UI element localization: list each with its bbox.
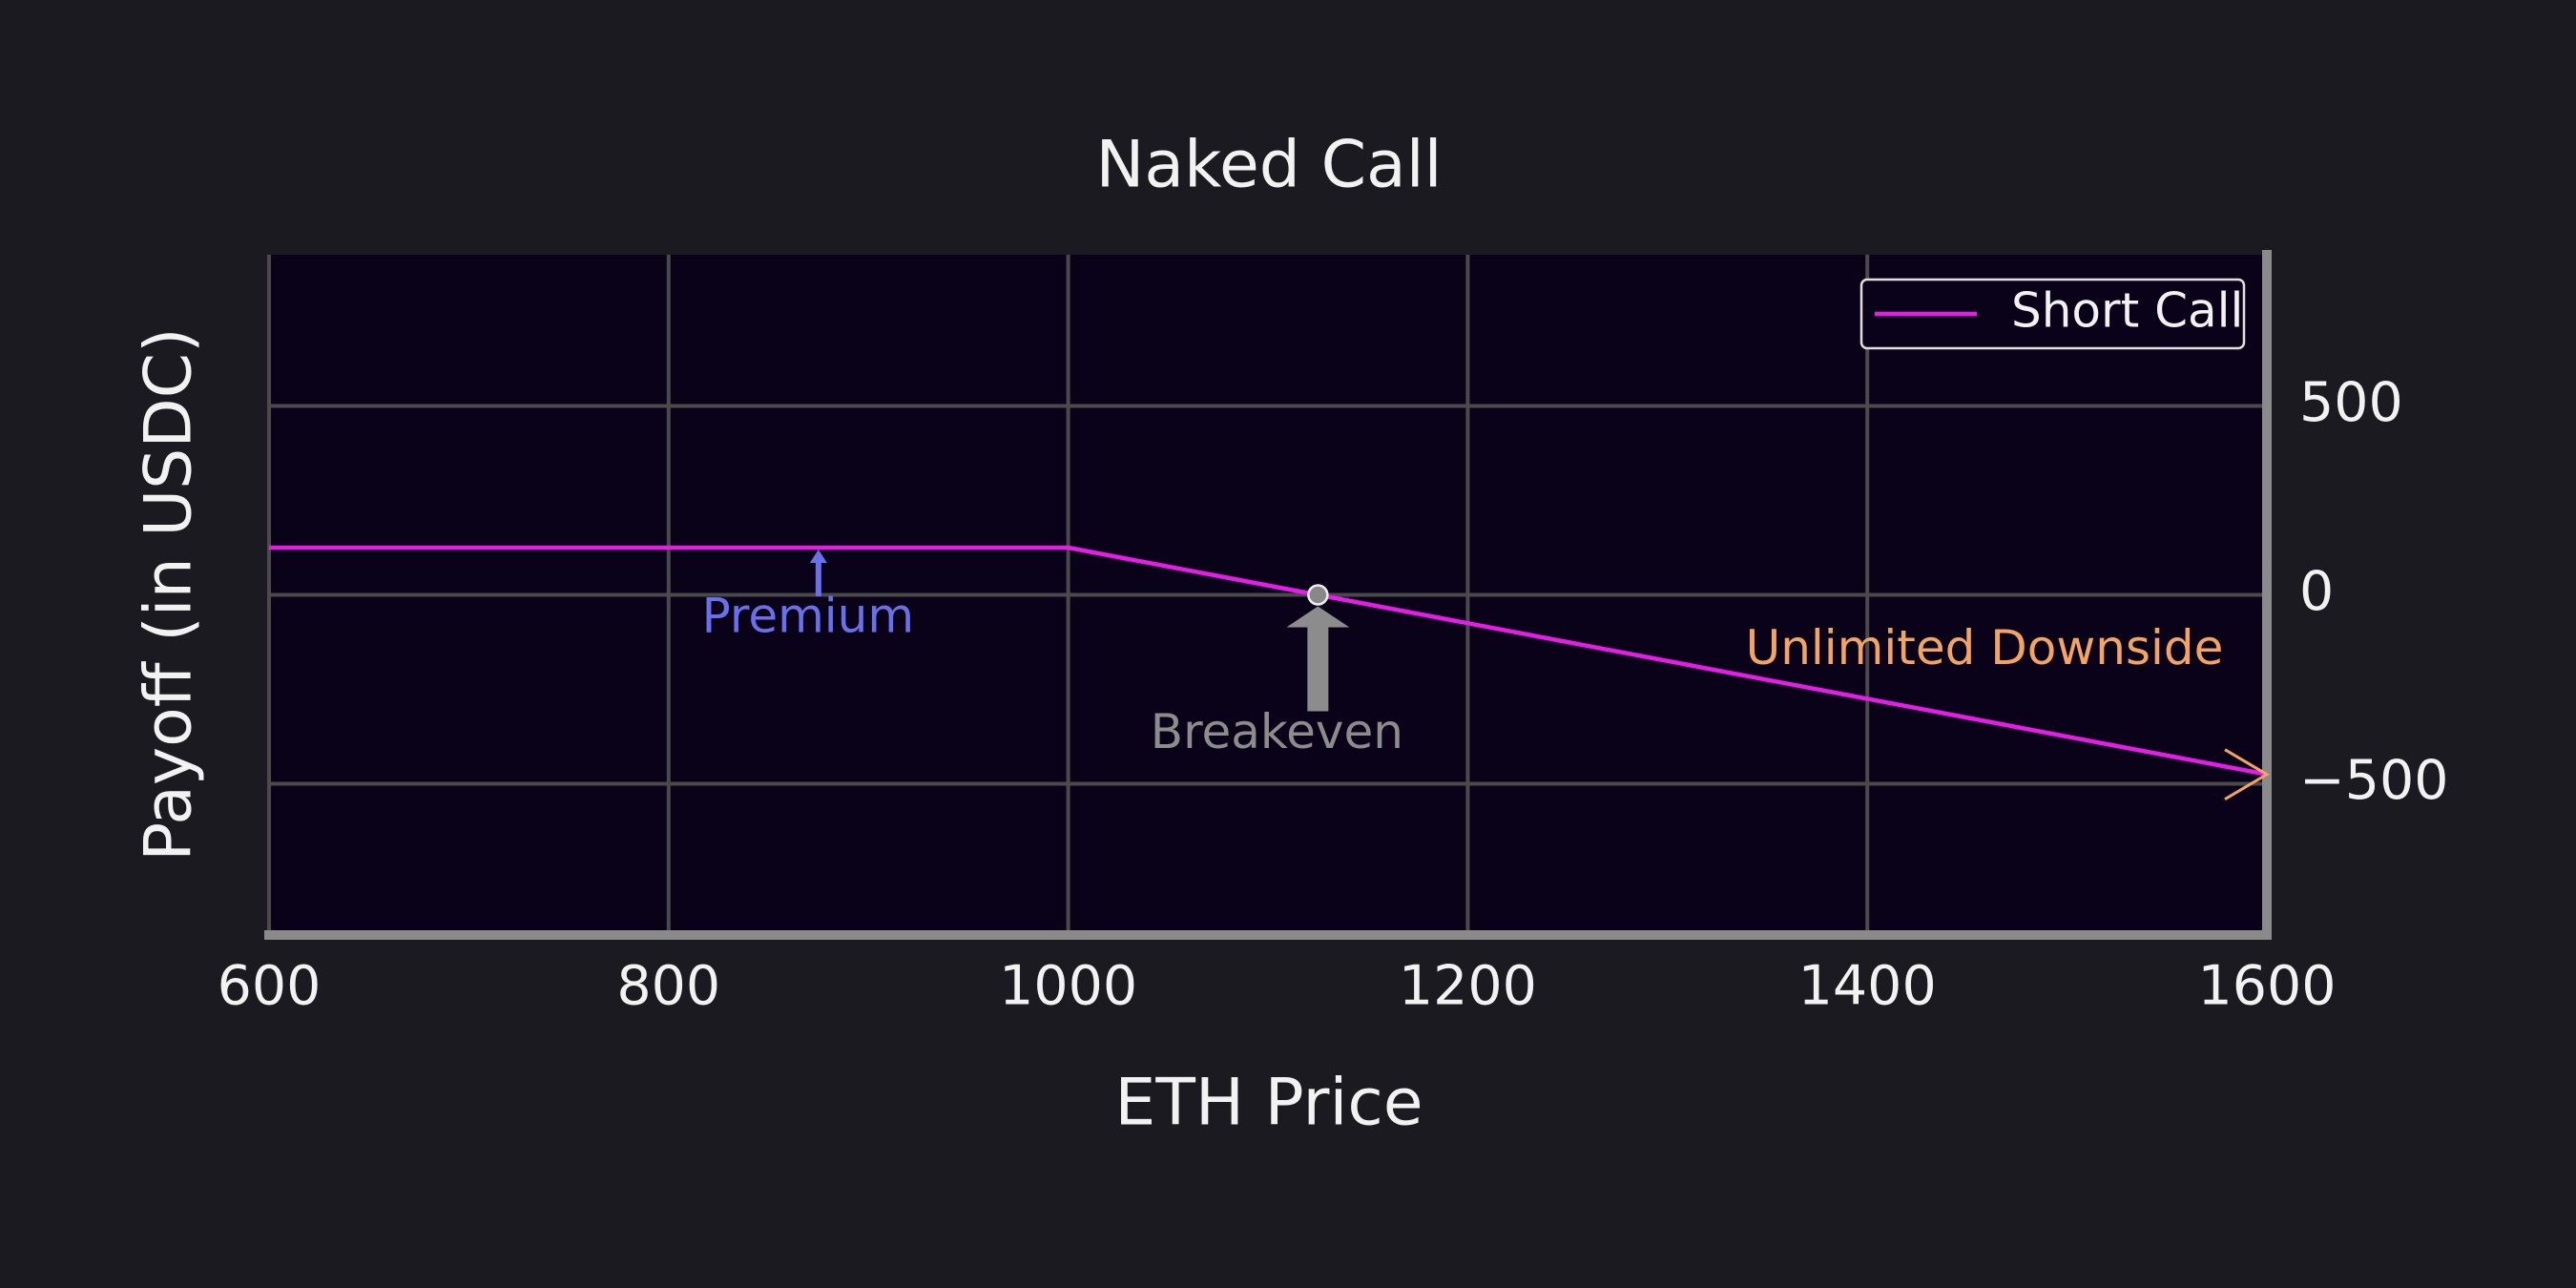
annotation-arrowhead: [1286, 606, 1350, 628]
x-tick-label: 1600: [2197, 955, 2336, 1018]
y-tick-label: 500: [2299, 371, 2403, 434]
y-tick-label: 0: [2299, 560, 2334, 623]
annotation-arrowhead: [2224, 748, 2270, 800]
annotation-label: Unlimited Downside: [1746, 620, 2224, 675]
annotation-label: Premium: [702, 588, 915, 643]
breakeven-point: [1307, 584, 1329, 606]
annotation-arrowhead: [809, 549, 827, 563]
legend-label: Short Call: [2011, 283, 2243, 339]
annotation-arrow: [1307, 625, 1329, 712]
x-tick-label: 600: [218, 955, 322, 1018]
x-axis-label: ETH Price: [1114, 1066, 1423, 1141]
y-axis-label: Payoff (in USDC): [132, 327, 207, 861]
legend-box: [1859, 278, 2246, 350]
chart-title: Naked Call: [1095, 128, 1442, 203]
y-tick-label: −500: [2299, 749, 2449, 812]
annotation-label: Breakeven: [1151, 704, 1403, 759]
x-tick-label: 1400: [1798, 955, 1937, 1018]
x-tick-label: 1200: [1399, 955, 1537, 1018]
x-tick-label: 800: [616, 955, 720, 1018]
payoff-line: [269, 545, 2268, 777]
x-tick-label: 1000: [999, 955, 1137, 1018]
